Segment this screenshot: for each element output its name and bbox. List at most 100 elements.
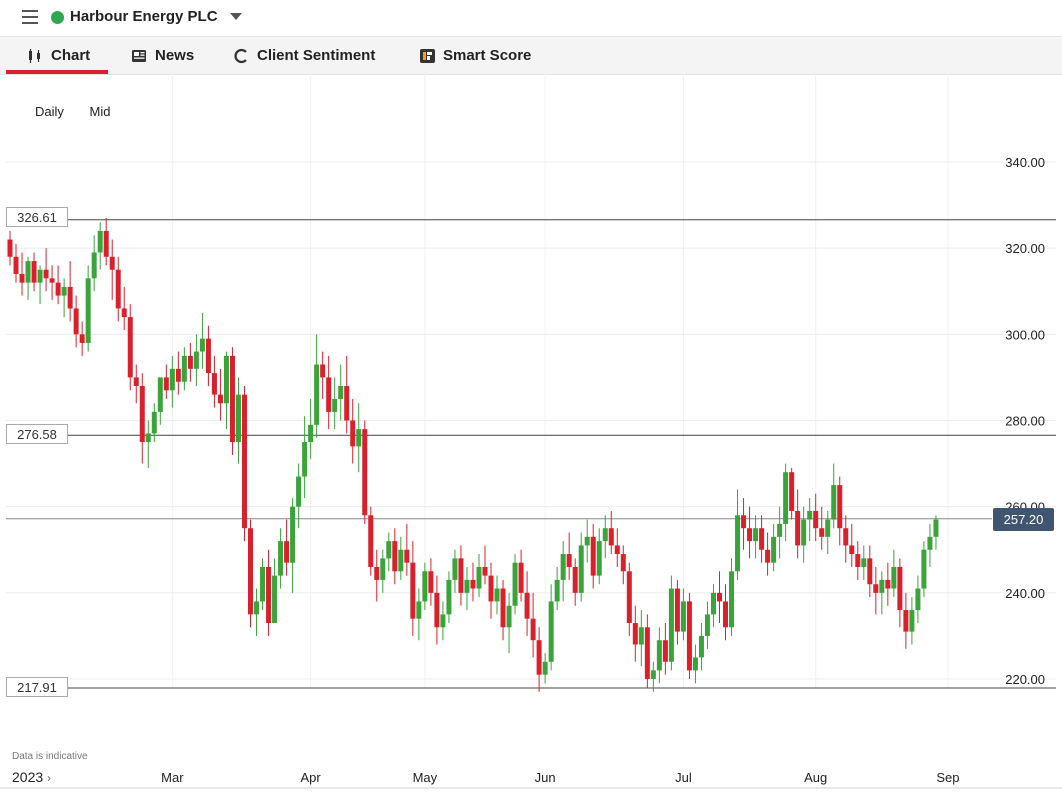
candle-body — [632, 622, 638, 645]
candle-body — [284, 541, 290, 563]
tab-client-sentiment[interactable]: Client Sentiment — [232, 37, 375, 74]
candle-body — [548, 601, 554, 662]
tab-chart[interactable]: Chart — [5, 37, 109, 74]
x-tick-label: Jul — [675, 770, 692, 785]
x-tick-label: May — [413, 770, 438, 785]
candle-body — [241, 394, 247, 529]
candle-body — [356, 429, 362, 447]
candle-body — [79, 334, 85, 343]
instrument-title[interactable]: Harbour Energy PLC — [70, 8, 218, 25]
candle-body — [524, 592, 530, 619]
chart-area[interactable]: 220.00240.00260.00280.00300.00320.00340.… — [0, 74, 1062, 792]
candle-body — [103, 230, 109, 257]
candle-body — [710, 592, 716, 615]
tab-news[interactable]: News — [130, 37, 194, 74]
candle-body — [680, 601, 686, 632]
y-tick-label: 340.00 — [1005, 155, 1045, 170]
candle-body — [933, 519, 939, 537]
candle-body — [290, 506, 296, 563]
candle-body — [554, 579, 560, 602]
year-label: 2023 — [12, 769, 44, 785]
menu-icon[interactable] — [22, 10, 38, 24]
candle-body — [795, 510, 801, 546]
candle-body — [753, 528, 759, 542]
candle-body — [296, 476, 302, 507]
candle-body — [662, 640, 668, 662]
candle-body — [452, 558, 458, 580]
candle-body — [777, 523, 783, 537]
candle-body — [223, 355, 229, 404]
chevron-right-icon: › — [47, 771, 52, 785]
x-tick-label: Apr — [301, 770, 322, 785]
current-price-tag: 257.20 — [993, 508, 1054, 531]
candle-body — [211, 373, 217, 395]
candle-body — [915, 588, 921, 611]
candle-body — [428, 571, 434, 593]
candle-body — [320, 364, 326, 378]
tab-smart-score-label: Smart Score — [443, 47, 532, 64]
candle-body — [392, 541, 398, 572]
candle-body — [193, 351, 199, 369]
candle-body — [332, 398, 338, 412]
y-tick-label: 220.00 — [1005, 672, 1045, 687]
candle-body — [398, 549, 404, 572]
candle-body — [837, 485, 843, 529]
candle-body — [127, 317, 133, 378]
candle-body — [704, 614, 710, 636]
candle-body — [873, 584, 879, 593]
year-selector[interactable]: 2023 › — [12, 769, 51, 785]
y-tick-label: 320.00 — [1005, 241, 1045, 256]
candle-body — [723, 601, 729, 628]
candle-body — [308, 424, 314, 443]
candle-body — [608, 528, 614, 546]
candle-body — [879, 579, 885, 593]
candle-body — [344, 386, 350, 421]
candle-body — [115, 269, 121, 309]
candle-body — [362, 429, 368, 516]
candle-body — [278, 541, 284, 576]
candle-body — [801, 519, 807, 546]
smart-score-icon — [418, 47, 436, 65]
interval-selector[interactable]: Daily — [35, 104, 64, 119]
candle-body — [867, 558, 873, 585]
candle-body — [49, 278, 55, 283]
candle-body — [416, 601, 422, 619]
candle-body — [735, 515, 741, 572]
candle-body — [338, 386, 344, 399]
candle-body — [55, 282, 61, 296]
candle-body — [37, 269, 43, 283]
candle-body — [716, 592, 722, 602]
candle-body — [272, 575, 278, 623]
candle-body — [109, 256, 115, 270]
candle-body — [686, 601, 692, 671]
candle-body — [590, 536, 596, 576]
candle-body — [410, 562, 416, 619]
candle-body — [217, 394, 223, 404]
x-tick-label: Sep — [936, 770, 959, 785]
tab-smart-score[interactable]: Smart Score — [418, 37, 531, 74]
candle-body — [626, 571, 632, 623]
candle-body — [254, 601, 260, 615]
market-status-dot — [51, 11, 64, 24]
candle-body — [494, 588, 500, 602]
candle-body — [849, 545, 855, 555]
candle-body — [440, 614, 446, 628]
candle-body — [139, 386, 145, 443]
chevron-down-icon[interactable] — [230, 13, 242, 20]
candle-body — [187, 355, 193, 369]
candle-body — [512, 562, 518, 606]
price-chart[interactable]: 220.00240.00260.00280.00300.00320.00340.… — [0, 74, 1062, 792]
candle-body — [260, 566, 266, 602]
candle-body — [61, 286, 67, 296]
candle-body — [85, 278, 91, 343]
candle-body — [326, 377, 332, 412]
candle-body — [229, 355, 235, 443]
candle-body — [843, 528, 849, 546]
candle-body — [668, 588, 674, 662]
candle-body — [855, 554, 861, 567]
candle-body — [650, 670, 656, 679]
candle-body — [67, 286, 73, 309]
price-type-selector[interactable]: Mid — [89, 104, 111, 119]
candle-body — [248, 528, 254, 615]
candle-body — [698, 635, 704, 658]
